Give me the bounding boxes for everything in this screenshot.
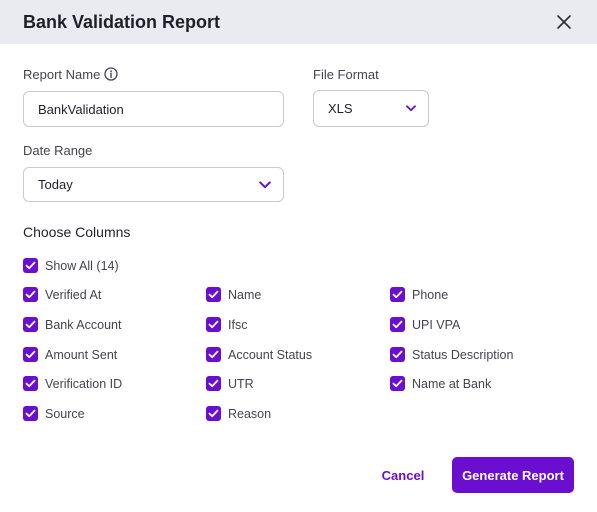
column-checkbox-amount-sent[interactable]: Amount Sent (23, 347, 117, 362)
column-label: Name (228, 287, 262, 302)
checkbox-checked-icon (23, 376, 38, 391)
column-checkbox-ifsc[interactable]: Ifsc (206, 317, 247, 332)
close-icon (557, 15, 571, 29)
column-label: UTR (228, 376, 254, 391)
column-label: Ifsc (228, 317, 248, 332)
checkbox-checked-icon (206, 287, 221, 302)
column-checkbox-bank-account[interactable]: Bank Account (23, 317, 121, 332)
file-format-select[interactable]: XLS (313, 90, 429, 127)
checkbox-checked-icon (206, 406, 221, 421)
checkbox-checked-icon (23, 317, 38, 332)
column-label: Bank Account (45, 317, 122, 332)
info-icon[interactable] (104, 67, 118, 81)
column-checkbox-utr[interactable]: UTR (206, 376, 254, 391)
column-checkbox-verified-at[interactable]: Verified At (23, 287, 101, 302)
generate-report-button[interactable]: Generate Report (452, 457, 574, 493)
choose-columns-title: Choose Columns (23, 224, 131, 240)
date-range-value: Today (38, 177, 73, 192)
column-label: Phone (412, 287, 449, 302)
column-label: Reason (228, 406, 272, 421)
chevron-down-icon (406, 105, 416, 112)
checkbox-checked-icon (390, 347, 405, 362)
date-range-select[interactable]: Today (23, 167, 284, 202)
show-all-checkbox[interactable]: Show All (14) (23, 258, 119, 273)
checkbox-checked-icon (206, 347, 221, 362)
column-label: Name at Bank (412, 376, 492, 391)
report-name-label: Report Name (23, 67, 101, 82)
column-checkbox-name[interactable]: Name (206, 287, 261, 302)
column-checkbox-verification-id[interactable]: Verification ID (23, 376, 122, 391)
checkbox-checked-icon (390, 287, 405, 302)
dialog-header: Bank Validation Report (0, 0, 597, 44)
column-checkbox-name-at-bank[interactable]: Name at Bank (390, 376, 491, 391)
column-label: Status Description (412, 347, 514, 362)
file-format-value: XLS (328, 101, 353, 116)
checkbox-checked-icon (390, 317, 405, 332)
chevron-down-icon (259, 180, 271, 188)
show-all-label: Show All (14) (45, 258, 119, 273)
column-checkbox-account-status[interactable]: Account Status (206, 347, 312, 362)
close-button[interactable] (554, 12, 574, 32)
checkbox-checked-icon (23, 258, 38, 273)
column-label: Verified At (45, 287, 102, 302)
checkbox-checked-icon (23, 347, 38, 362)
dialog-title: Bank Validation Report (23, 11, 221, 32)
date-range-label: Date Range (23, 143, 93, 158)
column-checkbox-phone[interactable]: Phone (390, 287, 448, 302)
column-label: Verification ID (45, 376, 123, 391)
column-label: Amount Sent (45, 347, 118, 362)
column-checkbox-status-description[interactable]: Status Description (390, 347, 513, 362)
checkbox-checked-icon (206, 317, 221, 332)
file-format-label: File Format (313, 67, 379, 82)
column-checkbox-reason[interactable]: Reason (206, 406, 271, 421)
report-name-input[interactable] (23, 91, 284, 127)
checkbox-checked-icon (390, 376, 405, 391)
cancel-button[interactable]: Cancel (381, 467, 425, 483)
column-checkbox-source[interactable]: Source (23, 406, 85, 421)
checkbox-checked-icon (23, 406, 38, 421)
checkbox-checked-icon (23, 287, 38, 302)
column-label: UPI VPA (412, 317, 461, 332)
column-label: Source (45, 406, 85, 421)
column-label: Account Status (228, 347, 313, 362)
checkbox-checked-icon (206, 376, 221, 391)
column-checkbox-upi-vpa[interactable]: UPI VPA (390, 317, 460, 332)
